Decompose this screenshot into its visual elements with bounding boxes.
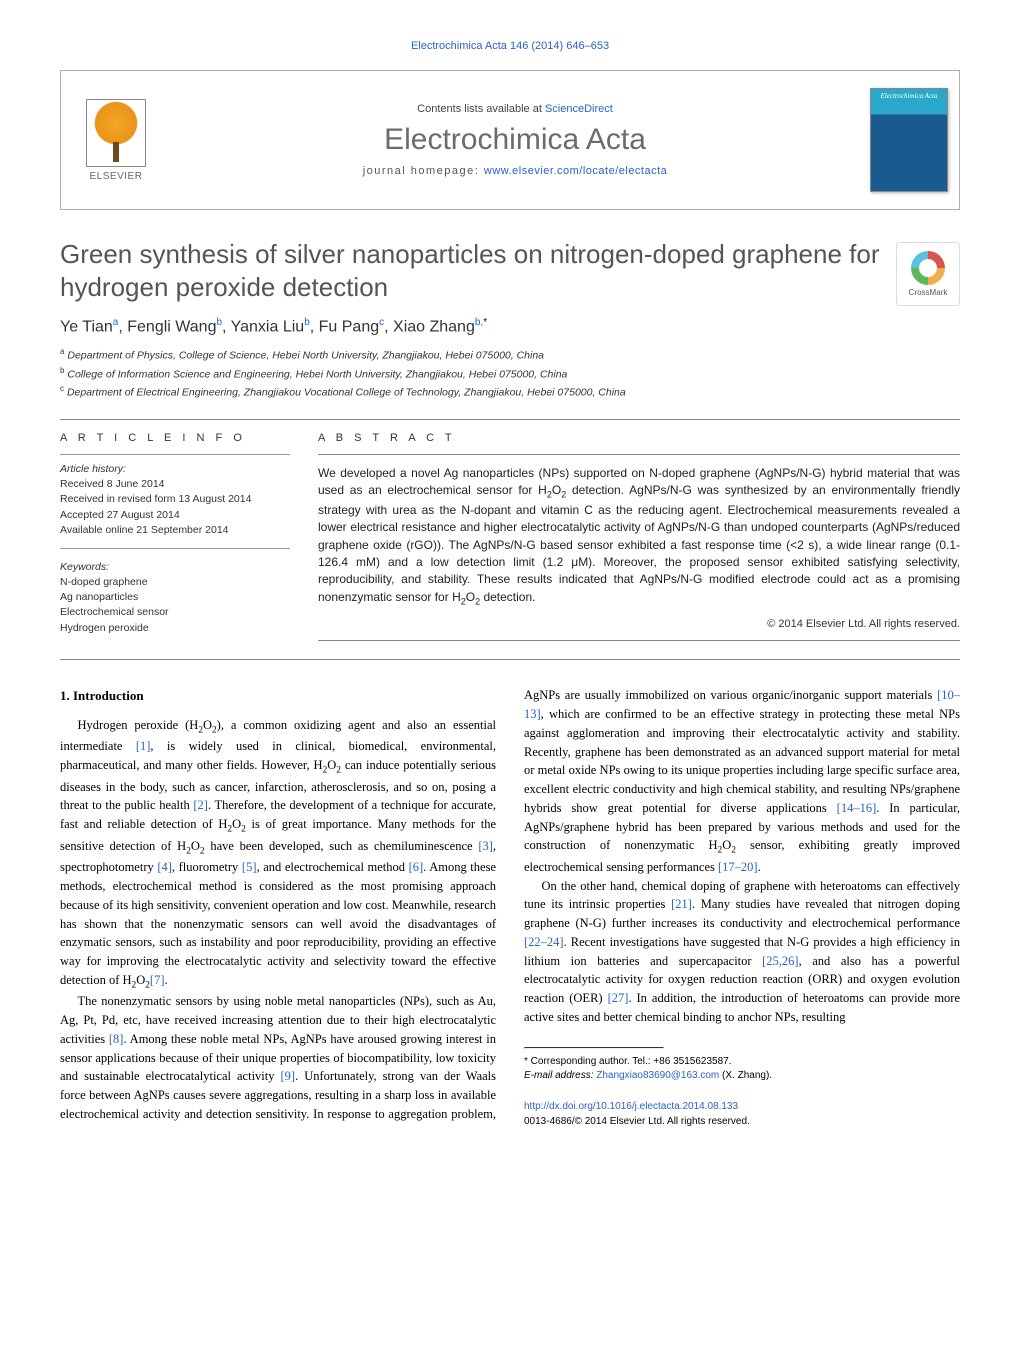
journal-cover-thumbnail bbox=[870, 88, 948, 192]
masthead: ELSEVIER Contents lists available at Sci… bbox=[60, 70, 960, 210]
section-rule bbox=[60, 419, 960, 420]
contents-available-line: Contents lists available at ScienceDirec… bbox=[417, 103, 613, 115]
doi-block: http://dx.doi.org/10.1016/j.electacta.20… bbox=[524, 1099, 960, 1129]
info-rule bbox=[60, 548, 290, 549]
abstract-head: A B S T R A C T bbox=[318, 432, 960, 444]
abstract-copyright: © 2014 Elsevier Ltd. All rights reserved… bbox=[318, 618, 960, 630]
masthead-center: Contents lists available at ScienceDirec… bbox=[171, 71, 859, 209]
crossmark-icon bbox=[911, 251, 945, 285]
publisher-logo-area: ELSEVIER bbox=[61, 71, 171, 209]
abstract-rule bbox=[318, 640, 960, 641]
journal-homepage-link[interactable]: www.elsevier.com/locate/electacta bbox=[484, 165, 667, 177]
homepage-prefix: journal homepage: bbox=[363, 165, 484, 177]
history-line: Received in revised form 13 August 2014 bbox=[60, 492, 290, 507]
contents-prefix: Contents lists available at bbox=[417, 103, 545, 115]
info-abstract-row: A R T I C L E I N F O Article history: R… bbox=[60, 432, 960, 641]
affiliation-text: Department of Physics, College of Scienc… bbox=[67, 350, 544, 362]
affiliation: bCollege of Information Science and Engi… bbox=[60, 365, 960, 383]
author-list: Ye Tiana, Fengli Wangb, Yanxia Liub, Fu … bbox=[60, 317, 960, 336]
article-info-head: A R T I C L E I N F O bbox=[60, 432, 290, 444]
email-line: E-mail address: Zhangxiao83690@163.com (… bbox=[524, 1069, 960, 1083]
email-suffix: (X. Zhang). bbox=[722, 1070, 772, 1081]
affiliation: cDepartment of Electrical Engineering, Z… bbox=[60, 383, 960, 401]
issn-copyright-line: 0013-4686/© 2014 Elsevier Ltd. All right… bbox=[524, 1116, 750, 1127]
abstract-rule bbox=[318, 454, 960, 455]
history-line: Accepted 27 August 2014 bbox=[60, 508, 290, 523]
history-line: Available online 21 September 2014 bbox=[60, 523, 290, 538]
corresponding-email-link[interactable]: Zhangxiao83690@163.com bbox=[596, 1070, 719, 1081]
crossmark-label: CrossMark bbox=[909, 288, 948, 297]
sciencedirect-link[interactable]: ScienceDirect bbox=[545, 103, 613, 115]
footnotes: * Corresponding author. Tel.: +86 351562… bbox=[524, 1055, 960, 1083]
abstract-column: A B S T R A C T We developed a novel Ag … bbox=[318, 432, 960, 641]
affiliation-text: Department of Electrical Engineering, Zh… bbox=[67, 386, 626, 398]
keyword: N-doped graphene bbox=[60, 575, 290, 590]
journal-name: Electrochimica Acta bbox=[384, 123, 646, 157]
page-root: Electrochimica Acta 146 (2014) 646–653 E… bbox=[0, 0, 1020, 1169]
keyword: Hydrogen peroxide bbox=[60, 621, 290, 636]
elsevier-logo: ELSEVIER bbox=[76, 93, 156, 188]
footnote-rule bbox=[524, 1047, 664, 1049]
affiliations: aDepartment of Physics, College of Scien… bbox=[60, 346, 960, 401]
keyword: Ag nanoparticles bbox=[60, 590, 290, 605]
corresponding-author-note: * Corresponding author. Tel.: +86 351562… bbox=[524, 1055, 960, 1069]
affiliation-tag: a bbox=[60, 347, 64, 356]
running-head: Electrochimica Acta 146 (2014) 646–653 bbox=[60, 40, 960, 52]
email-label: E-mail address: bbox=[524, 1070, 593, 1081]
affiliation: aDepartment of Physics, College of Scien… bbox=[60, 346, 960, 364]
section-rule bbox=[60, 659, 960, 660]
crossmark-badge[interactable]: CrossMark bbox=[896, 242, 960, 306]
affiliation-tag: b bbox=[60, 366, 64, 375]
abstract-text: We developed a novel Ag nanoparticles (N… bbox=[318, 465, 960, 608]
journal-homepage-line: journal homepage: www.elsevier.com/locat… bbox=[363, 165, 668, 177]
info-rule bbox=[60, 454, 290, 455]
publisher-name: ELSEVIER bbox=[90, 171, 143, 182]
history-label: Article history: bbox=[60, 463, 290, 475]
body-paragraph: Hydrogen peroxide (H2O2), a common oxidi… bbox=[60, 716, 496, 993]
article-title: Green synthesis of silver nanoparticles … bbox=[60, 238, 960, 303]
elsevier-tree-icon bbox=[86, 99, 146, 167]
body-text: 1. Introduction Hydrogen peroxide (H2O2)… bbox=[60, 686, 960, 1128]
article-info-column: A R T I C L E I N F O Article history: R… bbox=[60, 432, 290, 641]
journal-cover-area bbox=[859, 71, 959, 209]
affiliation-tag: c bbox=[60, 384, 64, 393]
body-paragraph: On the other hand, chemical doping of gr… bbox=[524, 877, 960, 1027]
section-heading: 1. Introduction bbox=[60, 686, 496, 706]
doi-link[interactable]: http://dx.doi.org/10.1016/j.electacta.20… bbox=[524, 1101, 738, 1112]
keyword: Electrochemical sensor bbox=[60, 605, 290, 620]
affiliation-text: College of Information Science and Engin… bbox=[67, 368, 567, 380]
keywords-label: Keywords: bbox=[60, 561, 290, 573]
history-line: Received 8 June 2014 bbox=[60, 477, 290, 492]
